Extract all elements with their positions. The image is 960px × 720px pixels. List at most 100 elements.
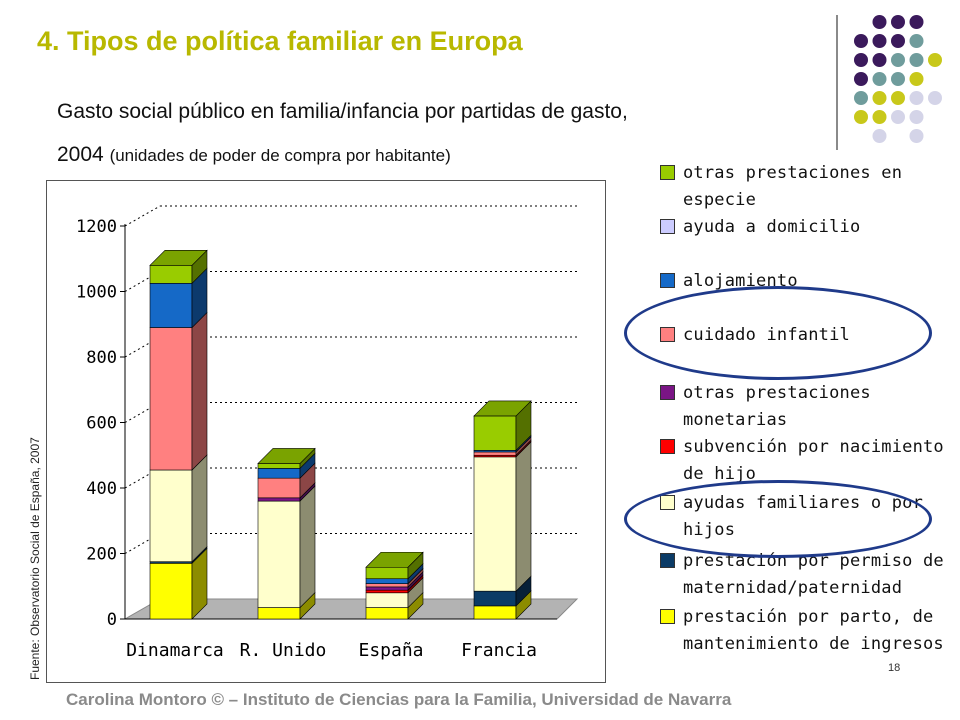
x-tick-label: R. Unido bbox=[240, 640, 327, 661]
decorative-dot bbox=[872, 110, 887, 124]
decorative-dot bbox=[872, 72, 887, 86]
y-tick-label: 1000 bbox=[76, 283, 117, 303]
bar-stack-espaa bbox=[365, 551, 424, 620]
grid-line-diagonal bbox=[124, 533, 161, 554]
y-tick-label: 400 bbox=[86, 479, 117, 499]
bar-segment bbox=[365, 607, 409, 620]
bar-segment bbox=[149, 265, 193, 284]
chart-subtitle: Gasto social público en familia/infancia… bbox=[57, 100, 628, 123]
bar-segment bbox=[473, 605, 517, 620]
decorative-dot bbox=[872, 34, 887, 48]
bar-segment-side bbox=[299, 485, 316, 609]
grid-line-diagonal bbox=[124, 336, 161, 358]
decorative-dot bbox=[854, 110, 868, 124]
y-tick-label: 200 bbox=[86, 545, 117, 565]
chart-subtitle-year-line: 2004 (unidades de poder de compra por ha… bbox=[57, 143, 451, 167]
grid-line-diagonal bbox=[124, 467, 161, 489]
legend-label: prestación por parto, de mantenimiento d… bbox=[683, 607, 944, 654]
legend-swatch bbox=[660, 609, 675, 624]
bar-segment bbox=[473, 451, 517, 456]
bar-top-face bbox=[257, 448, 316, 464]
legend-swatch bbox=[660, 273, 675, 288]
bar-segment bbox=[149, 563, 193, 620]
decorative-dot bbox=[909, 110, 924, 124]
legend-swatch bbox=[660, 385, 675, 400]
bar-segment-side bbox=[191, 454, 208, 563]
decorative-dot bbox=[854, 34, 868, 48]
decorative-dot bbox=[909, 53, 924, 67]
y-tick-label: 600 bbox=[86, 414, 117, 434]
decorative-dot bbox=[891, 53, 905, 67]
decorative-dot bbox=[854, 91, 868, 105]
decorative-dot bbox=[909, 34, 924, 48]
decorative-dot bbox=[872, 15, 887, 29]
y-tick-label: 800 bbox=[86, 348, 117, 368]
bar-segment bbox=[257, 468, 301, 479]
bar-segment bbox=[365, 583, 409, 588]
stacked-bar-chart: 0 200 400 600 800 1000 1200 Dinamarca R. Unido Es… bbox=[76, 205, 579, 661]
legend-label: otras prestaciones en especie bbox=[683, 163, 903, 210]
legend-swatch bbox=[660, 553, 675, 568]
subtitle-year: 2004 bbox=[57, 143, 104, 166]
bar-segment bbox=[473, 415, 517, 451]
decorative-divider bbox=[836, 15, 838, 150]
highlight-ellipse-family-allowances bbox=[624, 480, 932, 558]
bar-top-face bbox=[473, 400, 532, 417]
bar-segment bbox=[257, 463, 301, 469]
legend-swatch bbox=[660, 219, 675, 234]
legend-swatch bbox=[660, 439, 675, 454]
decorative-dot bbox=[854, 72, 868, 86]
grid-line-diagonal bbox=[124, 205, 161, 227]
bar-segment bbox=[365, 586, 409, 591]
legend-label: otras prestaciones monetarias bbox=[683, 383, 871, 430]
bar-segment bbox=[257, 497, 301, 502]
footer-credit: Carolina Montoro © – Instituto de Cienci… bbox=[66, 690, 732, 709]
decorative-dot bbox=[928, 53, 942, 67]
y-tick-label: 1200 bbox=[76, 217, 117, 237]
decorative-dot bbox=[872, 129, 887, 143]
bar-segment-side bbox=[191, 311, 208, 471]
legend-label: ayuda a domicilio bbox=[683, 217, 861, 237]
bar-segment bbox=[257, 500, 301, 608]
decorative-dot bbox=[909, 15, 924, 29]
bar-stack-dinamarca bbox=[149, 249, 208, 620]
bar-segment bbox=[473, 590, 517, 607]
grid-line-diagonal bbox=[124, 271, 161, 292]
bar-segment bbox=[365, 592, 409, 608]
highlight-ellipse-childcare bbox=[624, 286, 932, 380]
bar-segment bbox=[365, 589, 409, 594]
slide-title: 4. Tipos de política familiar en Europa bbox=[37, 26, 523, 56]
legend-label: subvención por nacimiento de hijo bbox=[683, 437, 944, 484]
decorative-dot bbox=[909, 129, 924, 143]
bar-segment bbox=[149, 283, 193, 328]
decorative-dot bbox=[928, 91, 942, 105]
grid-line-diagonal bbox=[124, 402, 161, 423]
decorative-dot bbox=[891, 34, 905, 48]
subtitle-unit: (unidades de poder de compra por habitan… bbox=[109, 146, 451, 165]
x-tick-label: España bbox=[358, 640, 423, 661]
bar-segment bbox=[149, 469, 193, 562]
bar-segment-side bbox=[515, 441, 532, 592]
decorative-dot-grid bbox=[854, 15, 942, 143]
decorative-dot bbox=[891, 15, 905, 29]
bar-segment bbox=[473, 456, 517, 592]
legend-swatch bbox=[660, 165, 675, 180]
source-note: Fuente: Observatorio Social de España, 2… bbox=[28, 437, 42, 680]
bar-segment bbox=[257, 607, 301, 620]
decorative-dot bbox=[854, 53, 868, 67]
chart-area: 0 200 400 600 800 1000 1200 Dinamarca R. Unido Es… bbox=[46, 180, 606, 683]
decorative-dot bbox=[909, 91, 924, 105]
bar-stack-runido bbox=[257, 447, 316, 620]
decorative-dot bbox=[872, 53, 887, 67]
bar-segment bbox=[365, 578, 409, 584]
y-tick-label: 0 bbox=[107, 610, 117, 630]
x-tick-label: Francia bbox=[461, 640, 537, 661]
bar-top-face bbox=[149, 250, 208, 266]
bar-segment bbox=[365, 566, 409, 580]
bar-top-face bbox=[365, 551, 424, 568]
x-tick-label: Dinamarca bbox=[126, 640, 224, 661]
decorative-dot bbox=[909, 72, 924, 86]
page-number: 18 bbox=[888, 662, 901, 674]
decorative-dot bbox=[891, 110, 905, 124]
bar-segment bbox=[257, 477, 301, 499]
